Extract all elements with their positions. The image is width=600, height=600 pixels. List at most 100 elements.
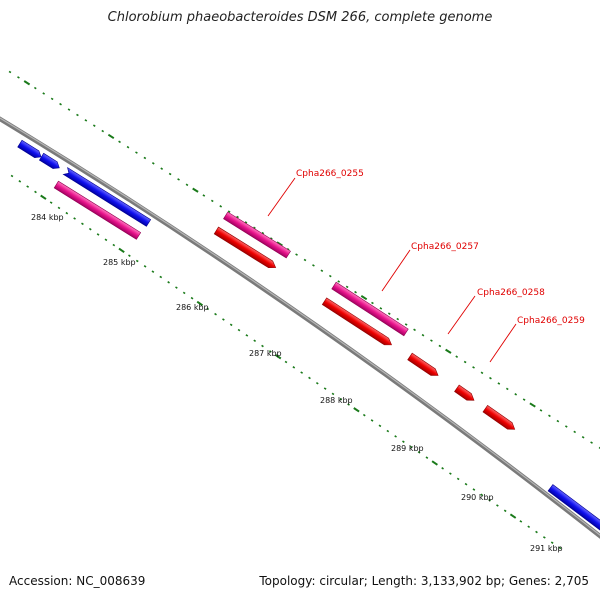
minor-tick [464, 482, 468, 486]
minor-tick [126, 145, 130, 149]
minor-tick [65, 211, 69, 215]
minor-tick [10, 174, 14, 178]
minor-tick [489, 376, 492, 380]
scale-label: 290 kbp [461, 493, 494, 502]
minor-tick [202, 194, 206, 197]
minor-tick [430, 339, 433, 342]
minor-tick [49, 201, 53, 204]
minor-tick [497, 382, 501, 385]
minor-tick [175, 286, 178, 289]
genome-backbone [0, 116, 600, 539]
minor-tick [503, 509, 507, 513]
gene-feature-blue[interactable] [547, 484, 600, 538]
scale-label: 287 kbp [249, 349, 282, 358]
major-tick [40, 194, 47, 200]
minor-tick [347, 403, 350, 406]
minor-tick [331, 392, 335, 396]
scale-label: 284 kbp [31, 213, 64, 222]
major-tick [274, 354, 282, 360]
minor-tick [96, 233, 100, 236]
minor-tick [219, 205, 223, 208]
minor-tick [33, 86, 37, 90]
minor-tick [118, 140, 121, 144]
minor-tick [42, 92, 46, 95]
gene-feature-red[interactable] [407, 352, 441, 379]
genome-backbone-highlight [0, 117, 600, 536]
gene-feature-blue[interactable] [38, 152, 61, 171]
gene-feature-blue[interactable] [17, 139, 43, 160]
minor-tick [26, 185, 30, 188]
gene-feature-red[interactable] [213, 226, 278, 271]
minor-tick [362, 413, 366, 417]
minor-tick [229, 323, 233, 327]
minor-tick [57, 206, 61, 210]
minor-tick [253, 339, 257, 343]
minor-tick [81, 222, 84, 226]
minor-tick [323, 387, 327, 390]
minor-tick [539, 409, 543, 412]
minor-tick [505, 387, 509, 391]
minor-tick [143, 156, 147, 160]
minor-tick [409, 445, 413, 449]
minor-tick [237, 328, 241, 332]
minor-tick [253, 226, 256, 230]
major-tick [23, 80, 31, 86]
gene-label[interactable]: Cpha266_0257 [411, 242, 479, 252]
major-tick [107, 133, 115, 140]
minor-tick [328, 274, 332, 278]
major-tick [509, 513, 517, 519]
minor-tick [337, 280, 341, 283]
minor-tick [50, 97, 54, 101]
minor-tick [190, 296, 194, 300]
minor-tick [345, 285, 349, 289]
minor-tick [425, 456, 429, 459]
minor-tick [151, 270, 155, 273]
minor-tick [135, 151, 138, 154]
minor-tick [135, 259, 139, 263]
minor-tick [284, 360, 288, 364]
minor-tick [449, 472, 452, 475]
minor-tick [514, 393, 518, 396]
minor-tick [394, 435, 397, 438]
minor-tick [182, 291, 186, 295]
gene-feature-red[interactable] [482, 404, 517, 432]
minor-tick [472, 488, 476, 491]
gene-label[interactable]: Cpha266_0258 [477, 288, 545, 298]
minor-tick [261, 344, 264, 348]
gene-feature-blue[interactable] [62, 167, 152, 227]
major-tick [192, 187, 199, 193]
minor-tick [496, 504, 499, 507]
minor-tick [548, 414, 551, 418]
minor-tick [480, 371, 484, 375]
minor-tick [269, 237, 273, 240]
gene-feature-magenta[interactable] [223, 211, 291, 259]
gene-feature-magenta[interactable] [331, 281, 409, 337]
gene-feature-red[interactable] [454, 384, 477, 404]
minor-tick [558, 546, 562, 550]
minor-tick [480, 493, 484, 497]
minor-tick [88, 227, 92, 231]
gene-feature-magenta[interactable] [53, 180, 142, 240]
minor-tick [455, 355, 459, 358]
gene-feature-red[interactable] [321, 297, 393, 348]
minor-tick [261, 231, 265, 235]
minor-tick [286, 248, 290, 251]
major-tick [353, 407, 360, 413]
minor-tick [573, 430, 577, 434]
major-tick [118, 247, 125, 254]
minor-tick [550, 541, 554, 544]
minor-tick [84, 119, 88, 122]
minor-tick [76, 113, 79, 117]
minor-tick [159, 275, 163, 279]
minor-tick [463, 360, 467, 364]
minor-tick [378, 424, 382, 428]
gene-label[interactable]: Cpha266_0255 [296, 169, 364, 179]
minor-tick [303, 258, 307, 262]
scale-label: 285 kbp [103, 258, 136, 267]
gene-label[interactable]: Cpha266_0259 [517, 316, 585, 326]
minor-tick [598, 446, 600, 449]
minor-tick [438, 344, 442, 348]
scale-label: 286 kbp [176, 303, 209, 312]
minor-tick [101, 129, 105, 133]
